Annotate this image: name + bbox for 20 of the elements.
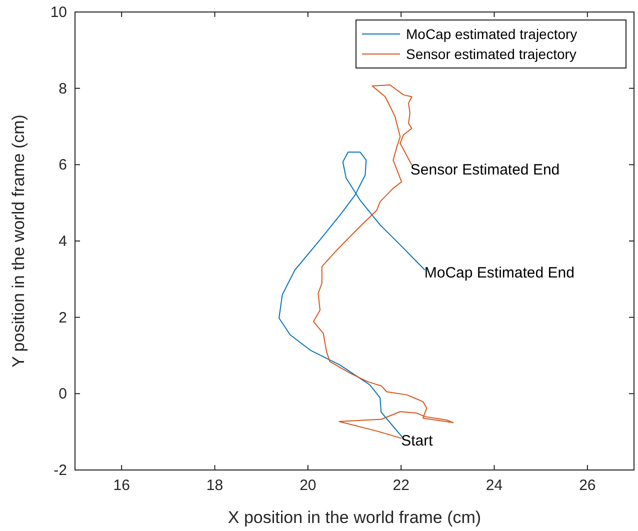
y-tick-label: 6	[58, 156, 67, 174]
x-tick-label: 16	[113, 477, 130, 494]
y-tick-label: 10	[50, 4, 67, 21]
x-tick-label: 18	[206, 477, 224, 494]
y-axis-title: Y position in the world frame (cm)	[9, 114, 28, 368]
x-tick-label: 24	[486, 477, 503, 494]
annotation: MoCap Estimated End	[424, 264, 574, 282]
y-tick-label: -2	[54, 462, 67, 479]
y-tick-label: 8	[58, 80, 67, 98]
legend-label: MoCap estimated trajectory	[406, 26, 578, 42]
annotation: Sensor Estimated End	[410, 161, 560, 178]
y-tick-label: 0	[58, 386, 67, 403]
x-axis-title: X position in the world frame (cm)	[228, 508, 482, 527]
legend-label: Sensor estimated trajectory	[406, 46, 576, 62]
x-tick-label: 20	[300, 477, 316, 494]
x-tick-label: 22	[392, 477, 410, 494]
x-tick-label: 26	[579, 477, 596, 494]
y-tick-label: 4	[58, 233, 67, 250]
annotation: Start	[401, 432, 434, 450]
y-tick-label: 2	[58, 309, 67, 326]
